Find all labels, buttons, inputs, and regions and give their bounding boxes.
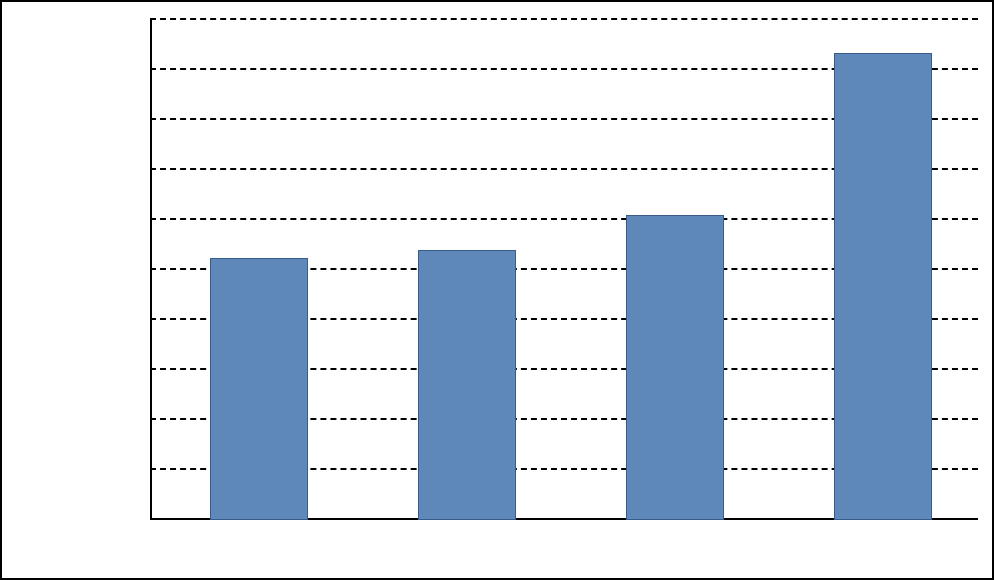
bar: [626, 215, 724, 520]
chart-frame: [0, 0, 994, 580]
y-axis: [150, 20, 152, 520]
bar: [418, 250, 516, 520]
bar: [834, 53, 932, 521]
plot-area: [150, 20, 978, 520]
bar: [210, 258, 308, 521]
grid-line: [150, 18, 978, 20]
